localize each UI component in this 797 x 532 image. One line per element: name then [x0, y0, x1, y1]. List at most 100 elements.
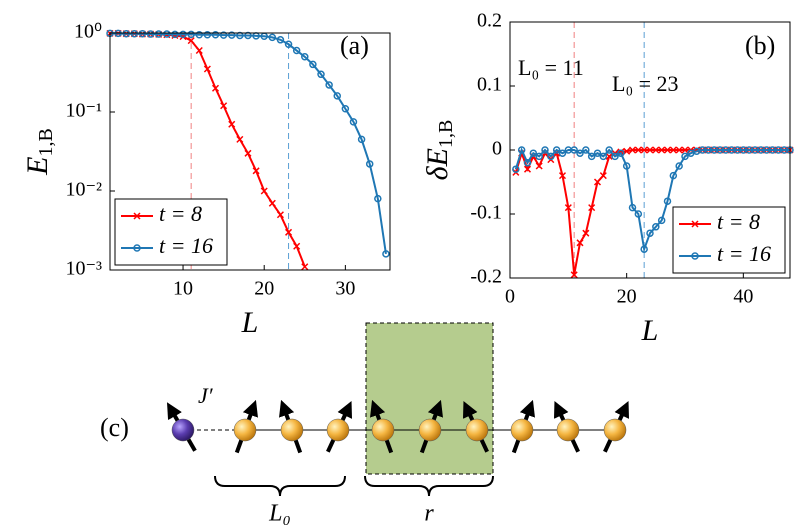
- series-line: [514, 147, 790, 254]
- x-tick-label: 30: [335, 278, 355, 300]
- point: [325, 81, 333, 89]
- point: [558, 172, 567, 180]
- point: [276, 211, 284, 219]
- point: [252, 167, 260, 175]
- point: [605, 146, 613, 154]
- point: [293, 242, 301, 250]
- point: [634, 146, 642, 154]
- point: [652, 146, 660, 154]
- point: [301, 53, 309, 61]
- point: [605, 152, 613, 160]
- point: [599, 152, 608, 161]
- point: [523, 165, 532, 173]
- spin-site: [233, 418, 257, 442]
- y-axis-label-main: E: [21, 157, 54, 176]
- y-axis-label-main: δE: [421, 148, 454, 180]
- panel-label: (c): [100, 413, 129, 442]
- point: [535, 162, 543, 170]
- legend-label: t = 8: [159, 201, 202, 226]
- point: [195, 46, 203, 55]
- point: [154, 30, 163, 38]
- y-tick-label: 10⁻³: [65, 258, 102, 280]
- point: [317, 70, 325, 79]
- point: [570, 146, 578, 154]
- point: [646, 146, 654, 154]
- point: [675, 162, 683, 170]
- bracket: [364, 475, 494, 497]
- x-axis-label: L: [241, 306, 259, 339]
- point: [652, 223, 660, 231]
- x-tick-label: 20: [254, 278, 274, 300]
- point: [220, 102, 228, 110]
- y-tick-label: 10⁰: [74, 21, 102, 43]
- point: [138, 29, 147, 38]
- spin-site: [326, 418, 350, 442]
- point: [276, 36, 285, 44]
- point: [517, 146, 526, 154]
- point: [570, 271, 578, 279]
- y-axis-label-sub: 1,B: [35, 128, 57, 156]
- y-tick-label: 0.1: [477, 74, 502, 96]
- x-tick-label: 0: [505, 286, 515, 308]
- point: [535, 152, 543, 161]
- point: [622, 162, 631, 170]
- point: [211, 84, 220, 92]
- spin-site: [465, 418, 489, 442]
- legend-marker: [133, 212, 141, 220]
- point: [382, 250, 390, 258]
- bracket-label: r: [424, 501, 434, 527]
- block-r: [365, 322, 494, 475]
- point: [675, 146, 683, 154]
- point: [593, 149, 602, 157]
- point: [529, 149, 538, 157]
- x-axis-label: L: [641, 314, 659, 347]
- legend-marker: [691, 252, 699, 260]
- legend-label: t = 8: [717, 209, 760, 234]
- point: [663, 197, 672, 205]
- point: [236, 135, 244, 143]
- point: [658, 146, 666, 154]
- point: [582, 229, 590, 237]
- coupling-label: J′: [198, 383, 214, 408]
- spin-site: [418, 418, 442, 442]
- point: [558, 149, 567, 157]
- point: [541, 146, 549, 154]
- point: [640, 146, 648, 154]
- reference-label: L₀ = 11: [518, 55, 584, 80]
- point: [268, 33, 277, 42]
- point: [628, 146, 637, 154]
- point: [582, 146, 590, 154]
- spin-site: [171, 418, 195, 442]
- spin-site: [280, 418, 304, 442]
- point: [244, 31, 252, 40]
- point: [309, 60, 317, 69]
- point: [576, 239, 584, 247]
- point: [219, 31, 228, 39]
- y-tick-label: 10⁻²: [65, 179, 102, 201]
- point: [634, 210, 643, 218]
- point: [187, 37, 195, 45]
- legend-marker: [133, 244, 141, 252]
- point: [333, 92, 341, 100]
- y-tick-label: 0: [492, 138, 502, 160]
- point: [146, 30, 155, 38]
- point: [122, 29, 130, 38]
- reference-label: L₀ = 23: [612, 71, 679, 96]
- point: [576, 149, 584, 157]
- x-tick-label: 20: [617, 286, 637, 308]
- point: [171, 30, 179, 39]
- spin-site: [603, 418, 627, 442]
- point: [211, 31, 220, 39]
- legend-box: [672, 206, 786, 274]
- panel-label: (b): [745, 31, 775, 60]
- bracket: [214, 475, 346, 497]
- point: [203, 65, 211, 73]
- point: [593, 178, 602, 186]
- y-axis-label: E1,B: [21, 128, 57, 176]
- plot-frame: [109, 32, 391, 271]
- spin-chain-diagram: (c) J′ L₀ r: [100, 322, 630, 527]
- point: [611, 152, 619, 161]
- point: [623, 147, 631, 155]
- legend-box: [114, 198, 228, 266]
